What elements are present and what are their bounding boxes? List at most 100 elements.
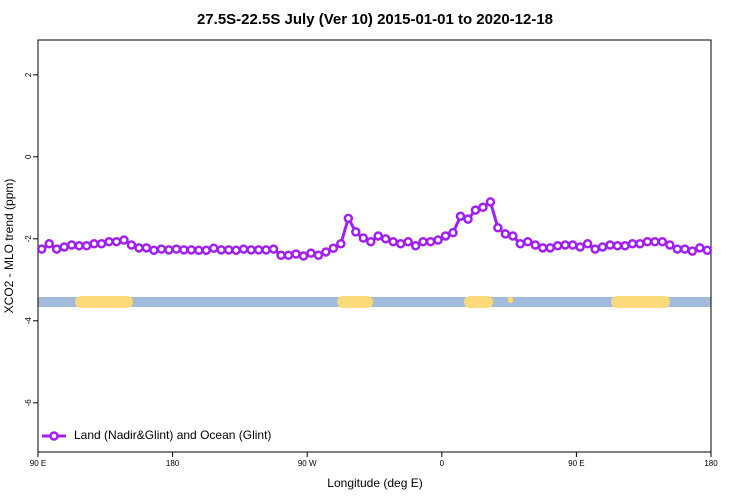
point: [343, 213, 354, 224]
point: [291, 249, 301, 259]
point: [253, 245, 264, 255]
point: [448, 227, 458, 238]
point: [605, 240, 615, 250]
point: [508, 231, 518, 241]
point: [627, 238, 638, 249]
point: [336, 238, 346, 249]
point: [321, 247, 331, 257]
point: [620, 241, 630, 251]
point: [485, 197, 496, 207]
point: [231, 245, 241, 256]
point: [313, 250, 324, 260]
point: [635, 238, 645, 249]
point: [171, 244, 182, 254]
point: [403, 236, 413, 247]
point: [657, 236, 668, 247]
land-ocean-mask: [38, 296, 711, 308]
point: [283, 250, 294, 260]
point: [298, 251, 309, 261]
point: [179, 245, 189, 255]
point: [276, 250, 286, 260]
point: [81, 241, 92, 251]
legend-label: Land (Nadir&Glint) and Ocean (Glint): [74, 428, 271, 442]
point: [567, 240, 578, 250]
point: [238, 244, 249, 254]
point: [545, 243, 555, 253]
point: [410, 241, 421, 251]
point: [515, 238, 526, 249]
point: [687, 246, 698, 256]
point: [261, 245, 271, 255]
point: [665, 240, 675, 250]
point: [216, 245, 226, 255]
point: [440, 231, 451, 241]
point: [493, 223, 503, 233]
point: [538, 243, 548, 253]
point: [672, 244, 683, 254]
point: [478, 202, 488, 213]
point: [575, 242, 585, 252]
point: [351, 227, 361, 237]
point: [500, 229, 511, 239]
x-tick-label: 90 W: [298, 459, 317, 468]
point: [51, 244, 62, 254]
point: [366, 236, 376, 247]
point: [328, 243, 339, 254]
point: [380, 234, 391, 244]
y-tick-label: -2: [24, 235, 33, 243]
point: [530, 240, 541, 250]
point: [59, 242, 69, 252]
point: [141, 243, 152, 253]
chart-title: 27.5S-22.5S July (Ver 10) 2015-01-01 to …: [197, 11, 553, 28]
point: [119, 235, 129, 245]
x-tick-label: 90 E: [568, 459, 584, 468]
y-tick-label: -4: [24, 317, 33, 325]
point: [695, 243, 705, 253]
point: [306, 248, 316, 258]
point: [597, 242, 608, 252]
point: [126, 240, 137, 250]
point: [74, 241, 84, 251]
point: [612, 241, 623, 251]
point: [373, 231, 383, 241]
point: [66, 240, 77, 250]
point: [149, 245, 159, 256]
plot-frame: [37, 39, 712, 453]
y-axis-label: XCO2 - MLO trend (ppm): [2, 179, 16, 314]
point: [702, 245, 713, 256]
y-tick-label: 2: [24, 72, 33, 77]
x-tick-label: 180: [704, 459, 718, 468]
point: [201, 245, 211, 256]
point: [111, 236, 122, 247]
point: [164, 245, 174, 255]
point: [395, 238, 406, 249]
point: [680, 244, 690, 254]
y-tick-label: -6: [24, 399, 33, 407]
point: [455, 211, 466, 222]
point: [642, 236, 653, 247]
x-tick-label: 180: [166, 459, 180, 468]
x-axis-label: Longitude (deg E): [327, 476, 422, 490]
point: [358, 233, 369, 243]
point: [268, 244, 279, 254]
point: [89, 238, 99, 249]
point: [388, 236, 398, 247]
point: [552, 241, 563, 251]
point: [246, 245, 256, 255]
point: [156, 244, 167, 254]
x-tick-label: 0: [440, 459, 445, 468]
point: [470, 205, 481, 215]
point: [186, 245, 197, 255]
point: [523, 236, 533, 247]
point: [418, 236, 428, 247]
point: [650, 236, 660, 247]
point: [590, 244, 600, 254]
point: [44, 238, 54, 249]
point: [433, 235, 443, 245]
x-tick-label: 90 E: [30, 459, 46, 468]
point: [582, 238, 593, 249]
point: [134, 243, 144, 253]
point: [463, 214, 473, 224]
point: [194, 245, 204, 256]
